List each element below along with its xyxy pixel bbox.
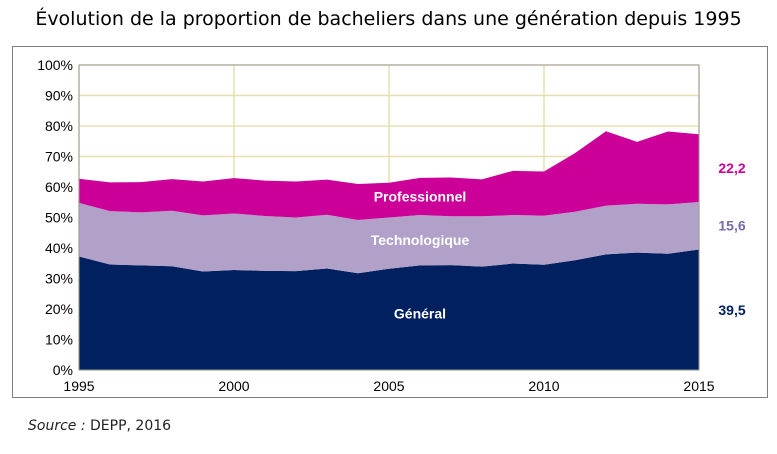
y-tick-label: 70%	[45, 149, 73, 165]
area-technologique	[79, 201, 699, 274]
series-label-general: Général	[394, 306, 446, 322]
chart-frame: 0% 10% 20% 30% 40% 50% 60% 70% 80% 90% 100% 1995 200…	[12, 46, 768, 398]
y-tick-label: 0%	[53, 362, 73, 378]
y-tick-label: 100%	[37, 57, 73, 73]
x-tick-label: 1995	[63, 378, 94, 394]
y-tick-label: 60%	[45, 179, 73, 195]
stacked-area-chart: 0% 10% 20% 30% 40% 50% 60% 70% 80% 90% 100% 1995 200…	[37, 57, 746, 394]
y-tick-label: 40%	[45, 240, 73, 256]
source-text: DEPP, 2016	[90, 418, 172, 434]
x-tick-label: 2015	[683, 378, 714, 394]
y-tick-label: 30%	[45, 271, 73, 287]
y-tick-label: 90%	[45, 88, 73, 104]
plot-border	[78, 64, 700, 371]
x-tick-label: 2010	[528, 378, 559, 394]
source-note: Source : DEPP, 2016	[28, 418, 171, 434]
area-general	[79, 249, 699, 370]
area-professionnel	[79, 131, 699, 220]
x-tick-label: 2000	[218, 378, 249, 394]
x-tick-label: 2005	[373, 378, 404, 394]
series-label-professionnel: Professionnel	[374, 188, 467, 204]
y-tick-label: 50%	[45, 210, 73, 226]
y-tick-label: 20%	[45, 301, 73, 317]
end-value-label: 22,2	[718, 160, 745, 176]
y-tick-label: 10%	[45, 332, 73, 348]
end-value-label: 39,5	[718, 302, 745, 318]
source-label: Source :	[28, 418, 86, 434]
y-tick-label: 80%	[45, 118, 73, 134]
end-value-label: 15,6	[718, 218, 745, 234]
chart-title: Évolution de la proportion de bacheliers…	[35, 8, 742, 30]
series-label-technologique: Technologique	[371, 232, 470, 248]
